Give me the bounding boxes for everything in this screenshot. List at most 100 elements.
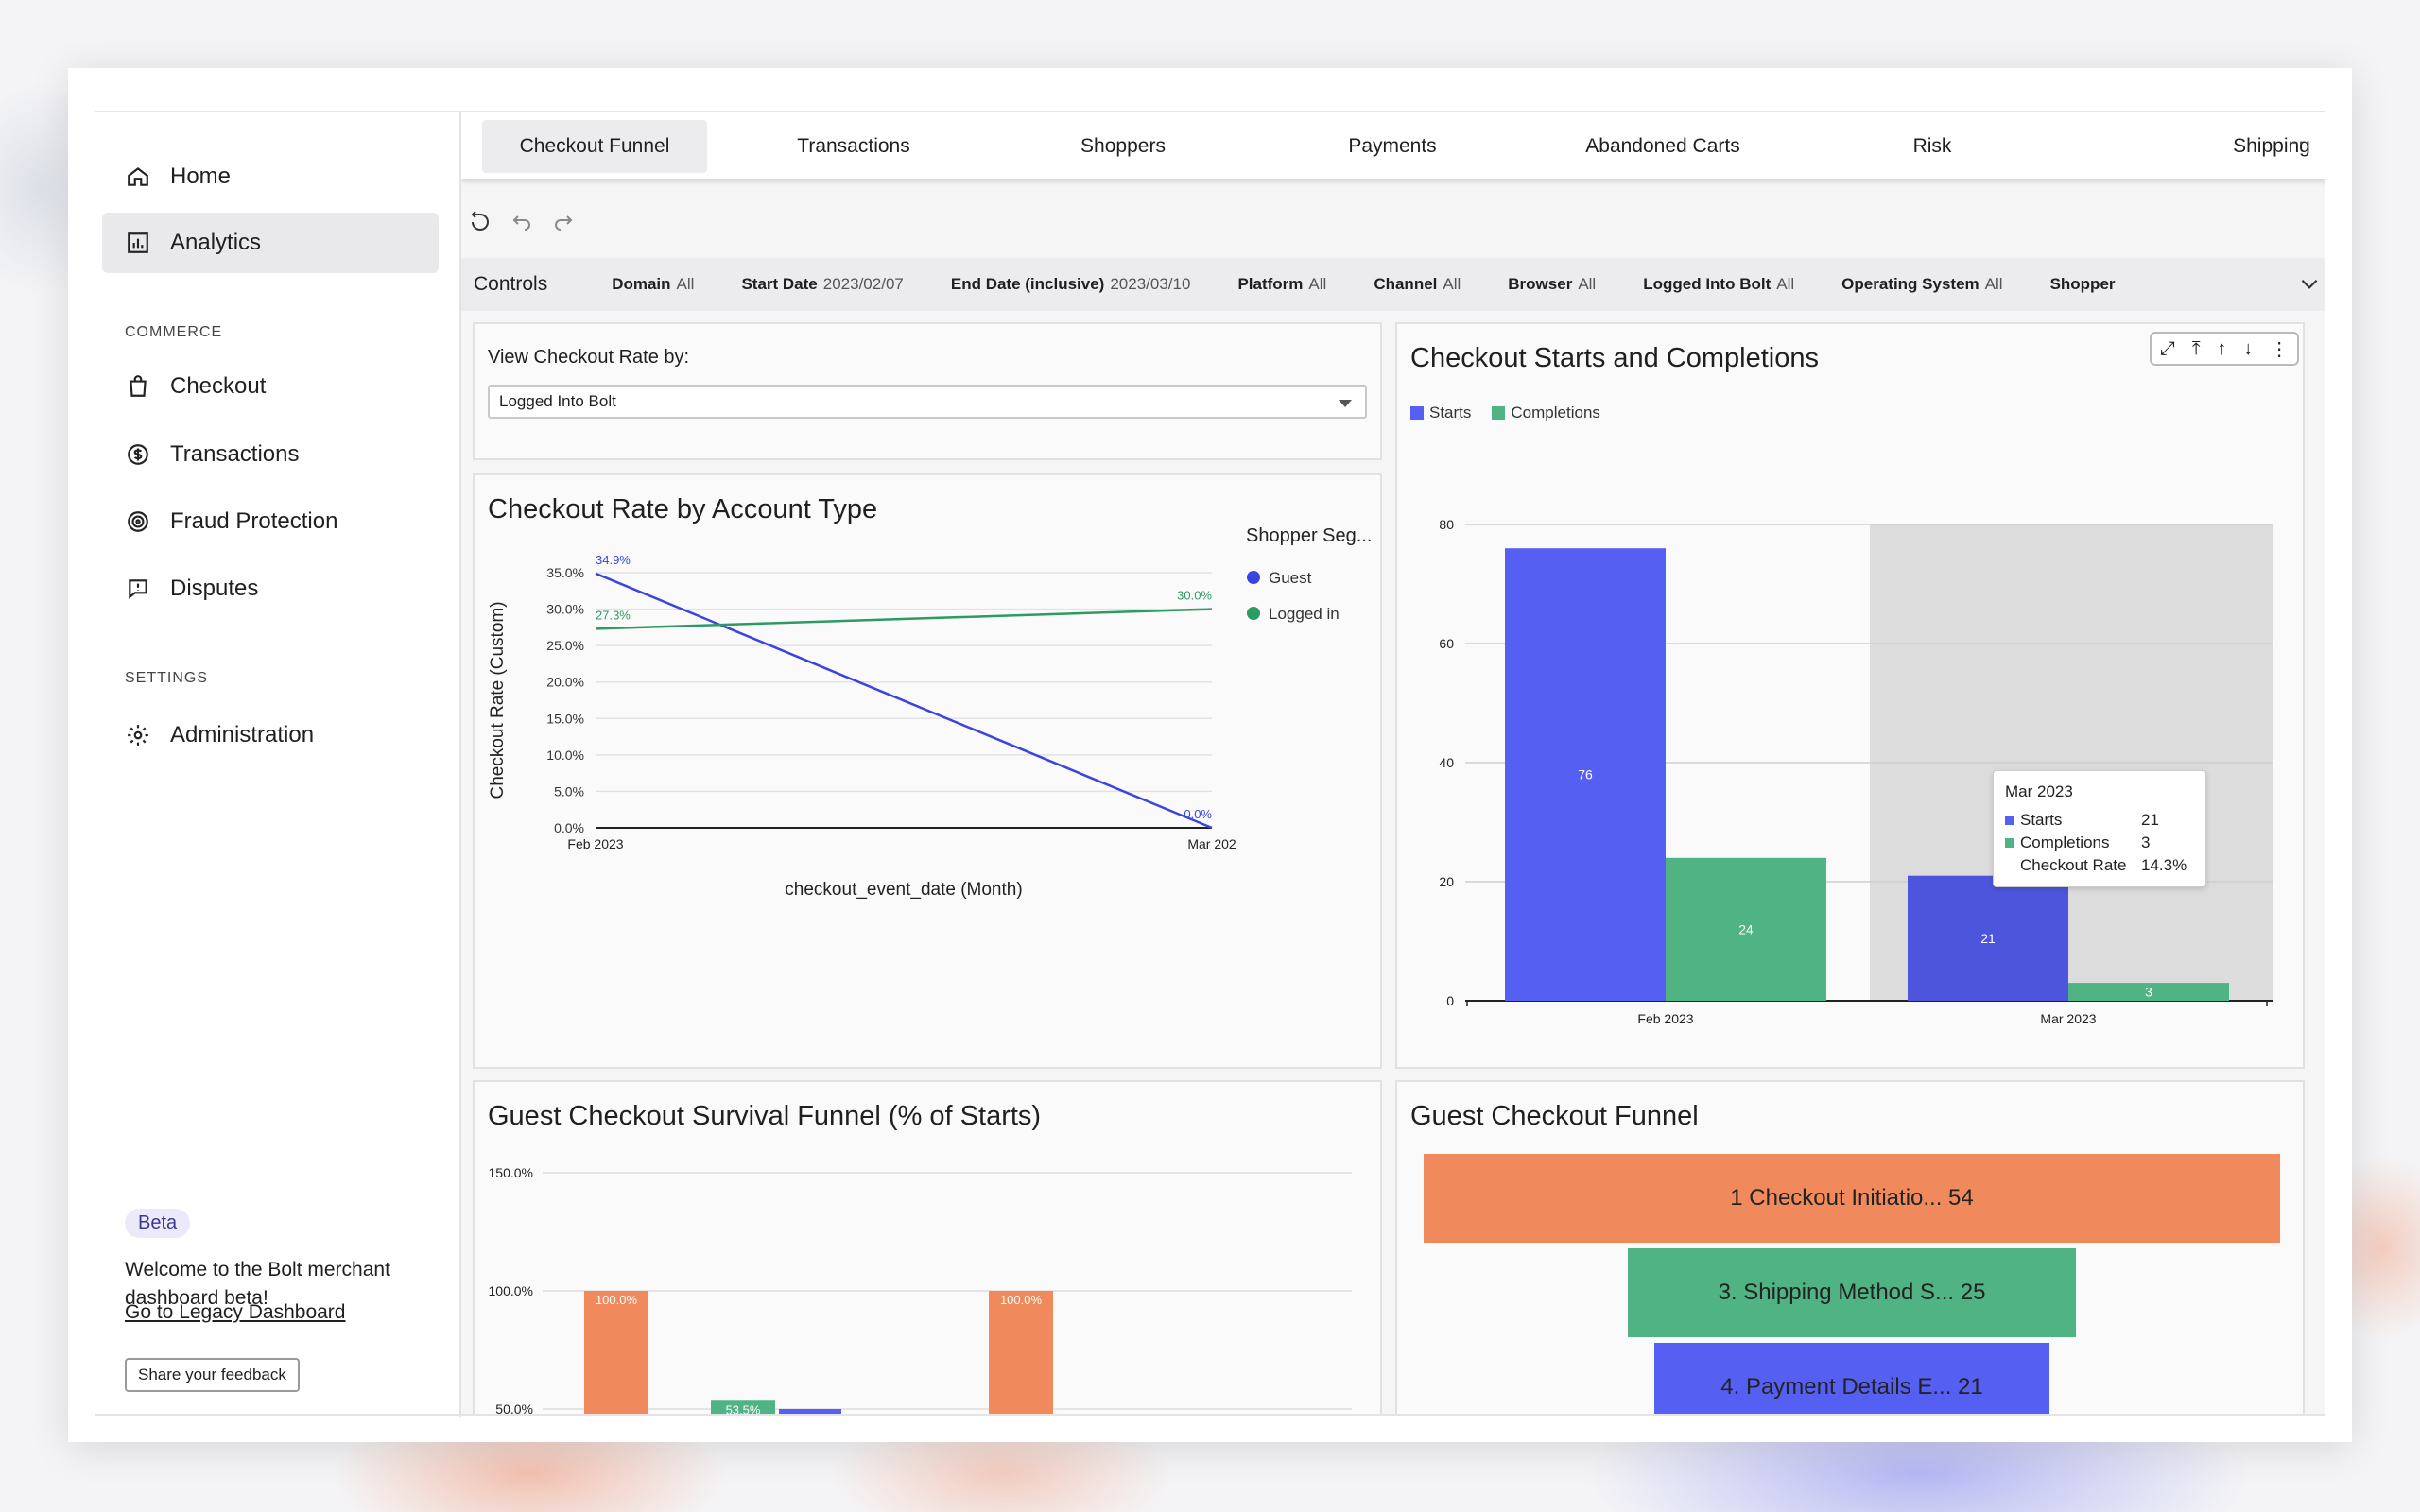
sidebar-item-label: Administration <box>170 722 315 747</box>
filter-operating-system[interactable]: Operating System All <box>1841 275 2003 293</box>
bar-value-label: 21 <box>1980 931 1996 946</box>
legend-marker <box>1247 607 1260 620</box>
sidebar-item-checkout[interactable]: Checkout <box>102 356 439 417</box>
commerce-section-label: COMMERCE <box>125 324 223 340</box>
view-by-value: Logged Into Bolt <box>499 392 616 410</box>
tab-risk[interactable]: Risk <box>1912 135 1952 157</box>
filter-start-date[interactable]: Start Date 2023/02/07 <box>741 275 904 293</box>
sidebar-item-administration[interactable]: Administration <box>102 705 439 765</box>
filter-channel[interactable]: Channel All <box>1374 275 1461 293</box>
y-tick-label: 60 <box>1439 636 1454 651</box>
tab-abandoned-carts[interactable]: Abandoned Carts <box>1585 135 1740 157</box>
main-content: Checkout Funnel Transactions Shoppers Pa… <box>461 112 2325 1414</box>
bar-value-label: 53.5% <box>726 1402 761 1414</box>
more-tabs-icon[interactable]: ··· <box>2290 129 2311 153</box>
y-tick-label: 50.0% <box>495 1401 533 1414</box>
controls-label: Controls <box>474 273 548 295</box>
bar-starts <box>1505 548 1666 1001</box>
filter-domain[interactable]: Domain All <box>612 275 695 293</box>
legacy-dashboard-link[interactable]: Go to Legacy Dashboard <box>125 1301 346 1323</box>
tooltip-row: Checkout Rate 14.3% <box>2020 856 2187 874</box>
survival-bar <box>779 1409 841 1414</box>
filter-logged-into-bolt[interactable]: Logged Into Bolt All <box>1643 275 1795 293</box>
filter-end-date[interactable]: End Date (inclusive) 2023/03/10 <box>950 275 1191 293</box>
arrow-up-icon[interactable]: ↑ <box>2217 337 2227 359</box>
dropdown-caret-icon <box>1339 400 1352 407</box>
sidebar-item-disputes[interactable]: Disputes <box>102 558 439 619</box>
sidebar-item-transactions[interactable]: Transactions <box>102 424 439 485</box>
beta-badge: Beta <box>125 1209 191 1238</box>
view-by-select[interactable]: Logged Into Bolt <box>488 385 1367 419</box>
bar-value-label: 24 <box>1738 921 1754 936</box>
legend-label: Guest <box>1269 569 1312 587</box>
home-icon <box>123 162 153 192</box>
filter-shopper[interactable]: Shopper <box>2049 275 2116 293</box>
legend-item-completions[interactable]: Completions <box>1492 404 1600 422</box>
legend-title: Shopper Seg... <box>1246 525 1372 546</box>
y-tick-label: 100.0% <box>489 1283 533 1298</box>
dollar-circle-icon <box>123 439 153 470</box>
tab-payments[interactable]: Payments <box>1348 135 1437 157</box>
tab-checkout-funnel[interactable]: Checkout Funnel <box>482 120 707 173</box>
legend-item-starts[interactable]: Starts <box>1410 404 1471 422</box>
share-feedback-button[interactable]: Share your feedback <box>125 1358 300 1392</box>
y-tick-label: 15.0% <box>546 711 584 726</box>
survival-funnel-title: Guest Checkout Survival Funnel (% of Sta… <box>488 1101 1042 1131</box>
more-vertical-icon[interactable]: ⋮ <box>2270 338 2290 360</box>
bar-completions <box>1666 857 1826 1001</box>
tab-transactions[interactable]: Transactions <box>797 135 910 157</box>
redo-icon[interactable] <box>552 211 575 240</box>
data-label: 34.9% <box>596 553 631 567</box>
x-tick-label: Mar 202 <box>1187 836 1236 851</box>
checkout-rate-title: Checkout Rate by Account Type <box>488 494 878 524</box>
expand-icon[interactable]: ⤢ <box>2159 337 2175 359</box>
dashboard-window: Home Analytics COMMERCE Checkout Transac… <box>68 68 2352 1442</box>
funnel-bar-checkout-initiation[interactable]: 1 Checkout Initiatio... 54 <box>1424 1154 2280 1243</box>
controls-bar: Controls Domain All Start Date 2023/02/07 … <box>461 258 2325 311</box>
y-tick-label: 40 <box>1439 755 1454 770</box>
alert-message-icon <box>123 574 153 604</box>
legend-label: Logged in <box>1269 605 1340 623</box>
shopping-bag-icon <box>123 371 153 402</box>
filter-platform[interactable]: Platform All <box>1237 275 1327 293</box>
welcome-text: Welcome to the Bolt merchant dashboard b… <box>125 1259 390 1309</box>
survival-bar <box>711 1400 775 1414</box>
undo-icon[interactable] <box>510 211 533 240</box>
chart-tooltip: Mar 2023 Starts 21 Completions 3 Checkout … <box>1993 770 2206 887</box>
checkout-rate-chart: 0.0% 5.0% 10.0% 15.0% 20.0% 25.0% 30.0% 35.0% Fe… <box>488 525 1372 900</box>
move-top-icon[interactable]: ⤒ <box>2191 337 2201 359</box>
data-label: 30.0% <box>1177 589 1212 603</box>
y-tick-label: 0.0% <box>554 820 584 835</box>
tooltip-title: Mar 2023 <box>2005 782 2073 800</box>
refresh-icon[interactable] <box>469 211 492 240</box>
y-tick-label: 0 <box>1446 993 1454 1008</box>
y-tick-label: 20.0% <box>546 675 584 690</box>
arrow-down-icon[interactable]: ↓ <box>2243 337 2254 359</box>
bar-value-label: 3 <box>2145 985 2152 1000</box>
sidebar-item-fraud-protection[interactable]: Fraud Protection <box>102 491 439 552</box>
sidebar-item-label: Home <box>170 163 232 189</box>
chevron-down-icon[interactable] <box>2297 271 2322 301</box>
history-controls <box>469 211 575 240</box>
funnel-bar-payment-details[interactable]: 4. Payment Details E... 21 <box>1654 1343 2049 1414</box>
tooltip-swatch <box>2005 838 2014 848</box>
tab-shipping[interactable]: Shipping <box>2233 135 2310 157</box>
bar-value-label: 100.0% <box>1000 1293 1043 1307</box>
x-axis-title: checkout_event_date (Month) <box>785 880 1022 900</box>
survival-bar <box>584 1291 648 1414</box>
y-tick-label: 10.0% <box>546 747 584 763</box>
bottom-divider <box>95 1414 2325 1416</box>
filter-browser[interactable]: Browser All <box>1508 275 1597 293</box>
sidebar-item-analytics[interactable]: Analytics <box>102 213 439 273</box>
funnel-bar-shipping-method[interactable]: 3. Shipping Method S... 25 <box>1628 1248 2076 1337</box>
guest-funnel-panel: Guest Checkout Funnel 1 Checkout Initiat… <box>1395 1080 2305 1414</box>
tab-bar: Checkout Funnel Transactions Shoppers Pa… <box>461 112 2325 179</box>
chart-toolbar: ⤢ ⤒ ↑ ↓ ⋮ <box>2150 332 2299 366</box>
survival-bar <box>989 1291 1053 1414</box>
line-series-guest <box>595 572 1213 830</box>
bar-value-label: 100.0% <box>596 1293 638 1307</box>
sidebar-item-home[interactable]: Home <box>102 146 439 207</box>
y-tick-label: 20 <box>1439 874 1454 889</box>
tab-shoppers[interactable]: Shoppers <box>1080 135 1166 157</box>
bar-starts <box>1908 875 2068 1001</box>
